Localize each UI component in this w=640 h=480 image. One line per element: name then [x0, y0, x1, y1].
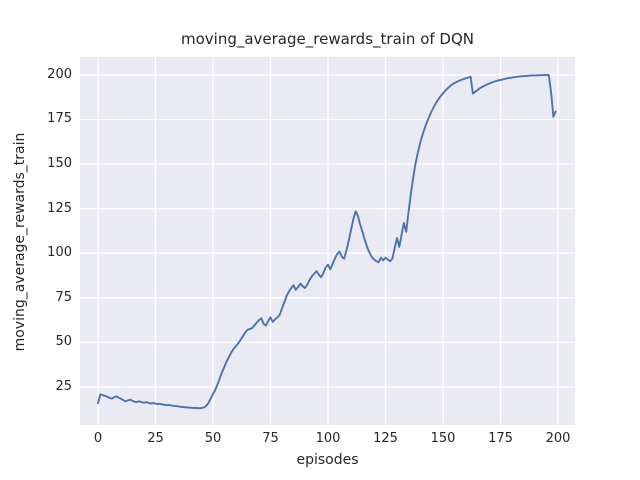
y-axis-label: moving_average_rewards_train: [12, 132, 28, 352]
y-tick-label: 50: [55, 334, 72, 350]
x-tick-label: 75: [262, 431, 279, 446]
y-tick-label: 75: [55, 289, 72, 305]
x-tick-label: 50: [204, 431, 222, 446]
x-tick-label: 25: [147, 431, 164, 446]
y-tick-label: 25: [55, 379, 72, 394]
x-tick-label: 100: [315, 431, 341, 446]
y-tick-label: 100: [47, 245, 72, 261]
series-line: [97, 74, 557, 410]
chart-title: moving_average_rewards_train of DQN: [180, 30, 475, 48]
x-axis-label: episodes: [296, 452, 359, 468]
y-tick-label: 125: [47, 200, 72, 216]
x-tick-label: 125: [373, 431, 398, 446]
x-tick-label: 175: [488, 431, 513, 446]
x-tick-label: 0: [93, 431, 103, 446]
y-tick-label: 175: [47, 111, 72, 127]
y-tick-label: 200: [47, 66, 72, 82]
y-tick-label: 150: [47, 156, 72, 172]
x-tick-label: 200: [545, 431, 571, 446]
x-tick-label: 150: [430, 431, 456, 446]
